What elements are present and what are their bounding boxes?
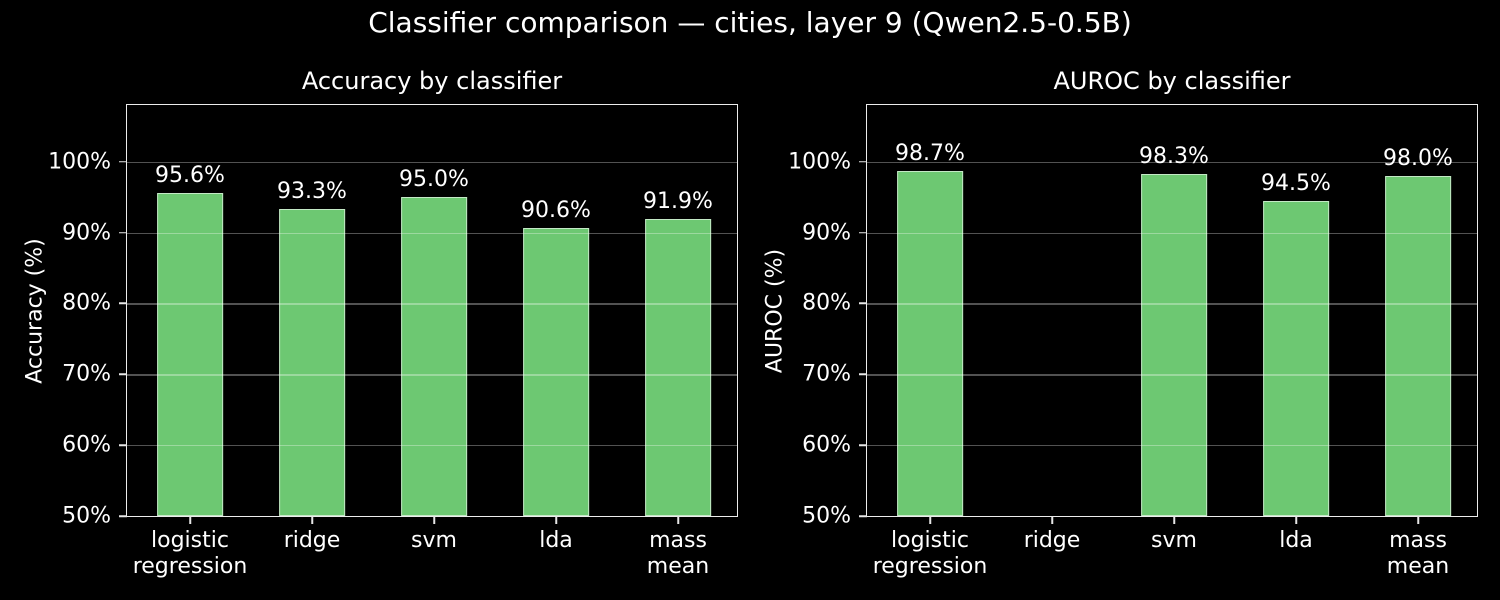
y-tick-mark [119,302,127,305]
x-tick-label-lda: lda [1279,528,1313,553]
y-tick-label: 100% [788,149,851,175]
bar-value-label-lda: 94.5% [1261,170,1331,196]
y-tick-mark [119,373,127,376]
x-tick-label-svm: svm [1151,528,1197,553]
auroc-plot-area: 50% 60% 70% 80% 90% 100% logistic regression 98… [788,104,1478,579]
y-tick-label: 70% [802,361,851,387]
bar-value-label-ridge: 93.3% [277,179,347,205]
x-tick-mark [1173,516,1175,524]
bar-value-label-mass-mean: 91.9% [643,189,713,215]
bar-logistic-regression [157,192,223,516]
bar-value-label-svm: 98.3% [1139,143,1209,169]
x-tick-mark [433,516,435,524]
y-tick-mark [859,444,867,446]
bar-value-label-logistic-regression: 98.7% [895,140,965,166]
auroc-chart: AUROC by classifier AUROC (%) 50% 60% 70% 8… [763,67,1478,579]
x-tick-label-mass-mean: mass mean [646,528,710,579]
x-tick-mark [555,516,557,524]
y-tick-mark [119,515,127,517]
x-tick-label-svm: svm [411,528,457,553]
y-tick-mark [119,160,127,163]
bar-lda [523,228,589,516]
y-tick-label: 60% [802,432,851,458]
figure-title: Classifier comparison — cities, layer 9 … [368,6,1132,39]
y-tick-mark [859,515,867,517]
y-tick-label: 70% [62,361,111,387]
bar-mass-mean [1385,175,1451,516]
bar-ridge [279,209,345,516]
x-tick-mark [1051,516,1053,524]
bar-value-label-logistic-regression: 95.6% [155,162,225,188]
x-tick-mark [1295,516,1297,524]
y-tick-mark [859,231,867,234]
y-tick-label: 90% [62,220,111,246]
y-tick-label: 80% [802,290,851,316]
accuracy-chart: Accuracy by classifier Accuracy (%) 50% 6… [23,67,738,579]
auroc-y-axis-label: AUROC (%) [762,248,788,373]
x-tick-label-lda: lda [539,528,573,553]
accuracy-plot-area: 50% 60% 70% 80% 90% 100% logistic regression 95… [48,104,738,579]
x-tick-mark [929,516,931,524]
bar-value-label-svm: 95.0% [399,167,469,193]
accuracy-y-axis-label: Accuracy (%) [22,237,48,384]
y-tick-mark [859,160,867,163]
y-tick-label: 100% [48,149,111,175]
y-tick-label: 50% [62,503,111,529]
auroc-chart-title: AUROC by classifier [1053,67,1291,95]
x-tick-mark [189,516,191,524]
accuracy-chart-title: Accuracy by classifier [301,67,563,95]
y-tick-mark [859,373,867,376]
y-tick-label: 80% [62,290,111,316]
y-tick-mark [119,231,127,234]
bar-mass-mean [645,219,711,516]
bar-svm [1141,173,1207,516]
x-tick-mark [677,516,679,524]
y-tick-label: 90% [802,220,851,246]
bar-value-label-mass-mean: 98.0% [1383,145,1453,171]
x-tick-label-mass-mean: mass mean [1386,528,1450,579]
x-tick-mark [1417,516,1419,524]
bar-value-label-lda: 90.6% [521,198,591,224]
y-tick-label: 60% [62,432,111,458]
x-tick-label-logistic-regression: logistic regression [132,528,248,579]
x-tick-label-ridge: ridge [1023,528,1081,553]
y-tick-mark [119,444,127,446]
y-tick-mark [859,302,867,305]
bar-logistic-regression [897,170,963,516]
x-tick-label-ridge: ridge [283,528,341,553]
x-tick-mark [311,516,313,524]
bar-lda [1263,200,1329,516]
bar-svm [401,197,467,516]
y-tick-label: 50% [802,503,851,529]
x-tick-label-logistic-regression: logistic regression [872,528,988,579]
